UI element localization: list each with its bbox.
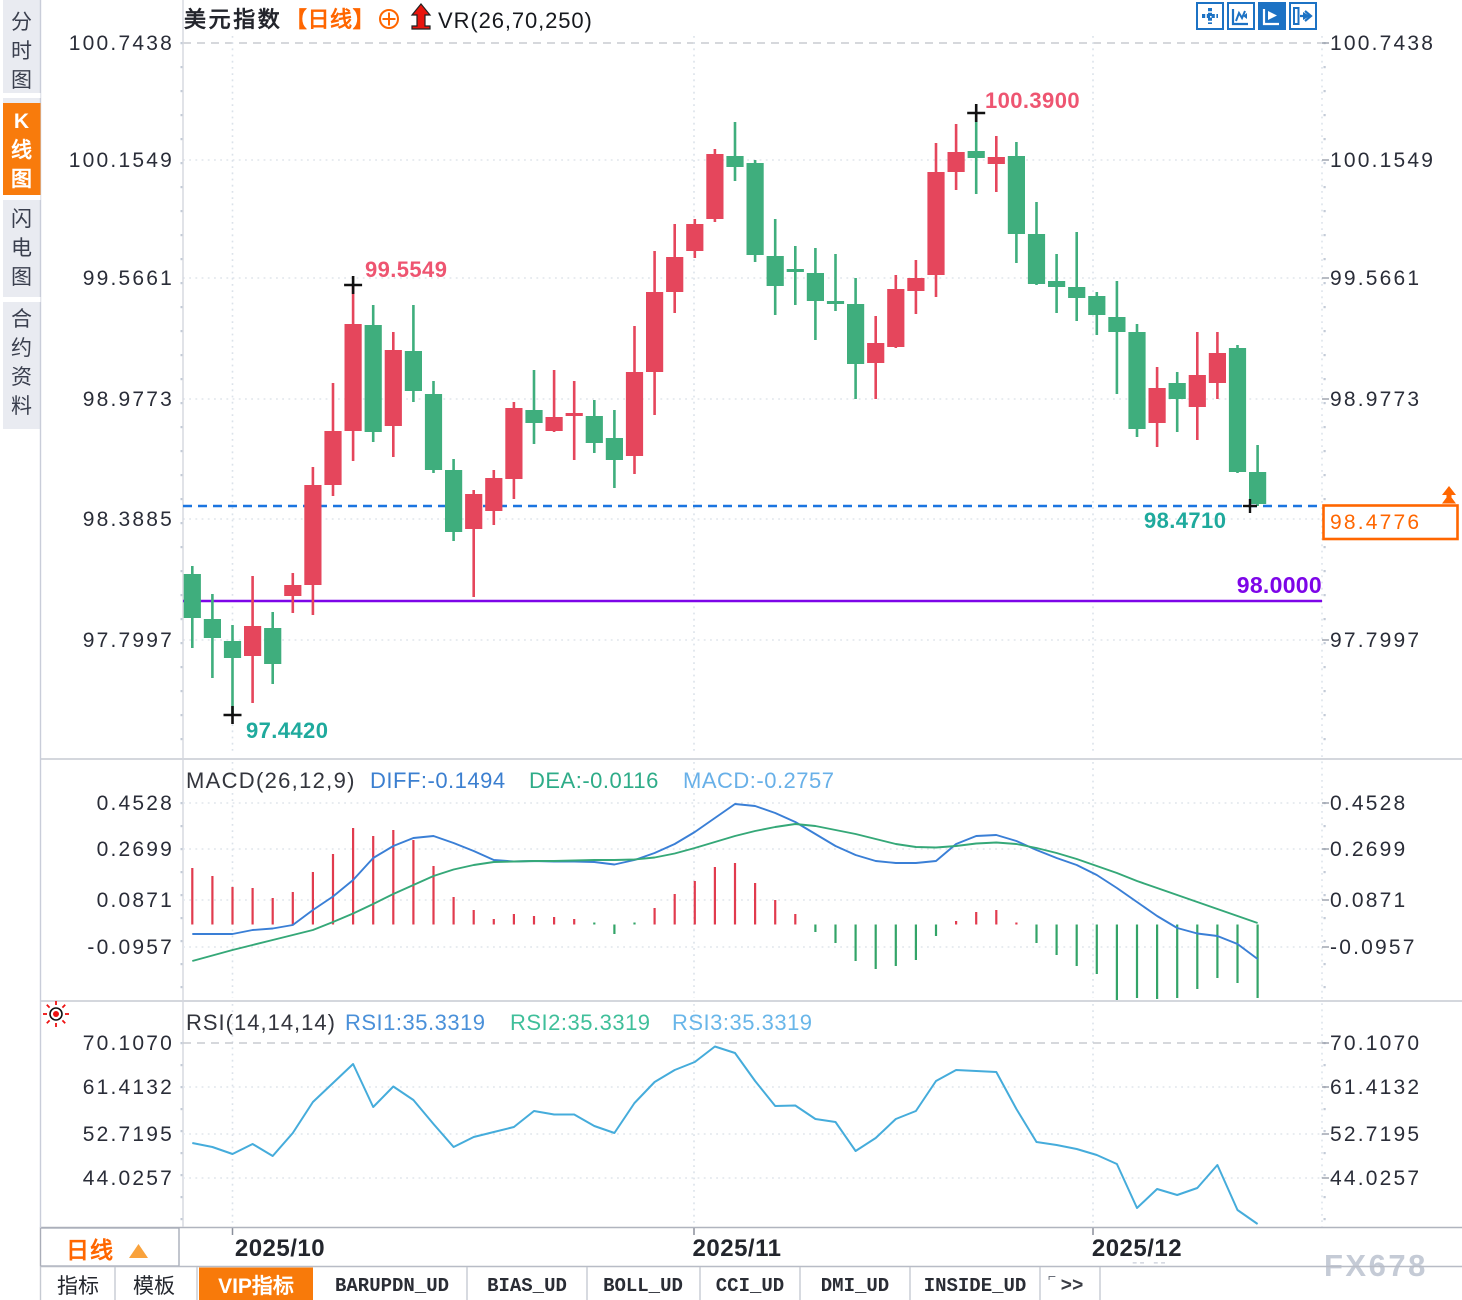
svg-text:K: K (14, 110, 29, 133)
svg-text:线: 线 (11, 138, 32, 162)
svg-text:料: 料 (11, 395, 32, 418)
svg-text:98.9773: 98.9773 (83, 388, 174, 411)
svg-text:97.4420: 97.4420 (246, 718, 328, 743)
svg-text:100.1549: 100.1549 (1330, 149, 1435, 172)
svg-text:2025/12: 2025/12 (1092, 1235, 1182, 1262)
svg-text:0.4528: 0.4528 (97, 792, 174, 815)
svg-text:52.7195: 52.7195 (1330, 1123, 1421, 1146)
svg-text:指标: 指标 (57, 1275, 99, 1298)
svg-text:61.4132: 61.4132 (83, 1076, 174, 1099)
svg-text:99.5549: 99.5549 (365, 257, 447, 282)
svg-text:97.7997: 97.7997 (1330, 629, 1421, 652)
svg-text:RSI3:35.3319: RSI3:35.3319 (672, 1010, 813, 1035)
svg-text:INSIDE_UD: INSIDE_UD (924, 1275, 1027, 1297)
svg-text:0.4528: 0.4528 (1330, 792, 1407, 815)
svg-text:MACD(26,12,9): MACD(26,12,9) (186, 768, 356, 793)
svg-text:DEA:-0.0116: DEA:-0.0116 (529, 768, 659, 793)
svg-text:98.4776: 98.4776 (1330, 511, 1421, 534)
svg-text:电: 电 (11, 237, 32, 260)
svg-text:约: 约 (11, 337, 32, 360)
svg-text:VR(26,70,250): VR(26,70,250) (438, 8, 593, 33)
svg-text:日线: 日线 (66, 1237, 114, 1263)
svg-text:70.1070: 70.1070 (83, 1032, 174, 1055)
svg-text:DIFF:-0.1494: DIFF:-0.1494 (370, 768, 506, 793)
svg-text:0.2699: 0.2699 (1330, 838, 1407, 861)
svg-text:FX678: FX678 (1324, 1248, 1428, 1283)
svg-text:美元指数: 美元指数 (184, 7, 282, 32)
svg-text:100.7438: 100.7438 (1330, 32, 1435, 55)
svg-text:100.3900: 100.3900 (985, 88, 1080, 113)
svg-text:98.9773: 98.9773 (1330, 388, 1421, 411)
svg-text:合: 合 (11, 308, 32, 331)
svg-text:99.5661: 99.5661 (83, 267, 174, 290)
svg-text:2025/11: 2025/11 (693, 1235, 782, 1262)
svg-text:70.1070: 70.1070 (1330, 1032, 1421, 1055)
svg-text:0.0871: 0.0871 (97, 889, 174, 912)
svg-text:⌐: ⌐ (1048, 1268, 1056, 1284)
svg-text:闪: 闪 (11, 208, 32, 231)
svg-text:97.7997: 97.7997 (83, 629, 174, 652)
svg-text:100.1549: 100.1549 (69, 149, 174, 172)
svg-text:图: 图 (11, 69, 32, 92)
svg-text:44.0257: 44.0257 (1330, 1167, 1421, 1190)
svg-text:61.4132: 61.4132 (1330, 1076, 1421, 1099)
svg-text:52.7195: 52.7195 (83, 1123, 174, 1146)
svg-text:图: 图 (11, 168, 32, 191)
svg-text:模板: 模板 (133, 1275, 175, 1298)
svg-text:98.0000: 98.0000 (1237, 572, 1322, 598)
svg-text:RSI1:35.3319: RSI1:35.3319 (345, 1010, 486, 1035)
svg-text:图: 图 (11, 266, 32, 289)
svg-text:-0.0957: -0.0957 (1330, 936, 1417, 959)
svg-text:100.7438: 100.7438 (69, 32, 174, 55)
svg-text:2025/10: 2025/10 (235, 1235, 325, 1262)
svg-text:RSI2:35.3319: RSI2:35.3319 (510, 1010, 651, 1035)
svg-text:BARUPDN_UD: BARUPDN_UD (335, 1275, 449, 1297)
svg-text:CCI_UD: CCI_UD (716, 1275, 784, 1297)
svg-text:0.0871: 0.0871 (1330, 889, 1407, 912)
svg-text:分: 分 (11, 11, 32, 34)
svg-text:BOLL_UD: BOLL_UD (603, 1275, 683, 1297)
svg-text:98.3885: 98.3885 (83, 508, 174, 531)
svg-text:【日线】: 【日线】 (285, 7, 375, 32)
svg-text:RSI(14,14,14): RSI(14,14,14) (186, 1010, 336, 1035)
svg-text:VIP指标: VIP指标 (218, 1274, 294, 1298)
svg-text:>>: >> (1061, 1275, 1084, 1297)
svg-text:-- --: -- -- (1132, 1254, 1168, 1271)
svg-text:99.5661: 99.5661 (1330, 267, 1421, 290)
svg-text:0.2699: 0.2699 (97, 838, 174, 861)
svg-text:-0.0957: -0.0957 (87, 936, 174, 959)
svg-text:时: 时 (11, 40, 32, 63)
svg-text:DMI_UD: DMI_UD (821, 1275, 889, 1297)
svg-text:BIAS_UD: BIAS_UD (487, 1275, 567, 1297)
svg-text:98.4710: 98.4710 (1144, 508, 1226, 533)
svg-text:44.0257: 44.0257 (83, 1167, 174, 1190)
svg-text:资: 资 (11, 366, 32, 389)
svg-text:MACD:-0.2757: MACD:-0.2757 (683, 768, 835, 793)
